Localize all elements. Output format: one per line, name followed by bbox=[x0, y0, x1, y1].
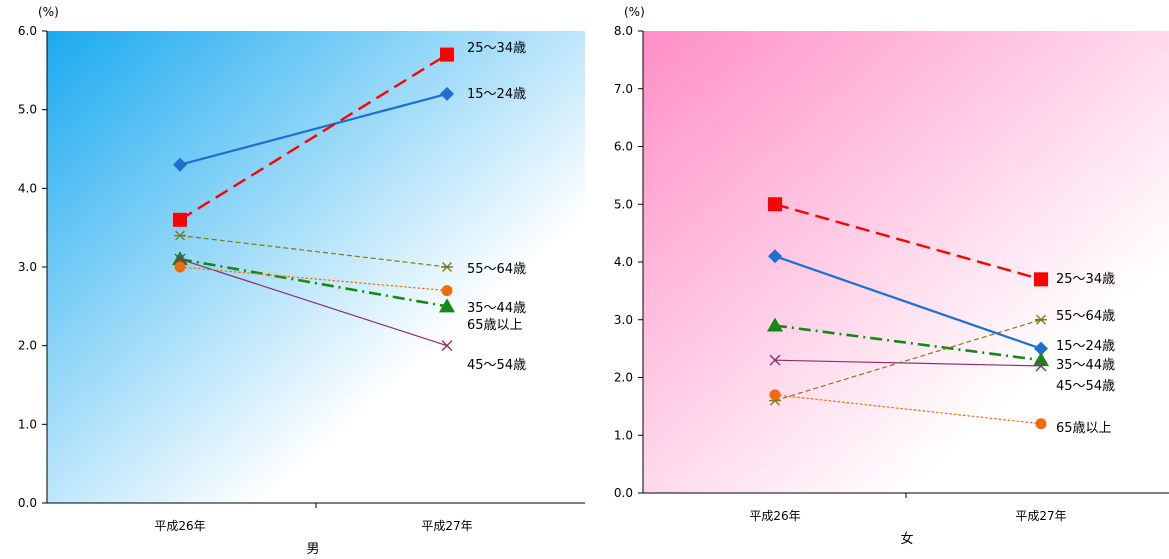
y-tick-label: 2.0 bbox=[614, 371, 633, 385]
x-marker bbox=[769, 354, 781, 366]
series-label: 65歳以上 bbox=[1056, 421, 1112, 436]
series-label: 15〜24歳 bbox=[467, 87, 526, 102]
series-label: 25〜34歳 bbox=[1056, 272, 1115, 287]
y-tick-label: 7.0 bbox=[614, 82, 633, 96]
series-label: 45〜54歳 bbox=[1056, 379, 1115, 394]
x-marker bbox=[1035, 360, 1047, 372]
y-tick-label: 5.0 bbox=[614, 197, 633, 211]
x-marker bbox=[441, 340, 453, 352]
series-label: 15〜24歳 bbox=[1056, 339, 1115, 354]
series-line bbox=[774, 255, 1042, 350]
series-line bbox=[179, 53, 448, 221]
y-tick-label: 6.0 bbox=[18, 24, 37, 38]
series-label: 55〜64歳 bbox=[1056, 309, 1115, 324]
y-tick-label: 8.0 bbox=[614, 24, 633, 38]
square-marker bbox=[1034, 272, 1048, 287]
y-unit-label: (%) bbox=[624, 5, 645, 19]
circle-marker bbox=[174, 261, 186, 273]
diamond-marker bbox=[440, 86, 454, 101]
series-line bbox=[179, 234, 448, 268]
x-tick-label: 平成26年 bbox=[154, 519, 205, 533]
diamond-marker bbox=[768, 249, 782, 264]
series-line bbox=[774, 203, 1042, 281]
series-labels: 15〜24歳 25〜34歳 35〜44歳 45〜54歳 55〜64歳 65歳以上 bbox=[1056, 272, 1115, 436]
series-layer bbox=[767, 197, 1049, 430]
square-marker bbox=[768, 197, 782, 212]
y-tick-label: 3.0 bbox=[614, 313, 633, 327]
triangle-marker bbox=[172, 251, 188, 266]
x-tick-label: 平成27年 bbox=[1015, 509, 1066, 523]
series-line bbox=[774, 319, 1042, 402]
y-tick-label: 2.0 bbox=[18, 339, 37, 353]
plot-background bbox=[47, 31, 585, 503]
x-tick-label: 平成27年 bbox=[421, 519, 472, 533]
y-tick-label: 4.0 bbox=[18, 181, 37, 195]
series-label: 65歳以上 bbox=[467, 318, 523, 333]
chart-panel-female: 0.0 1.0 2.0 3.0 4.0 5.0 6.0 7.0 8.0 15〜24歳 25〜34歳… bbox=[614, 5, 1169, 547]
triangle-marker bbox=[439, 298, 455, 313]
star-marker bbox=[1035, 314, 1047, 325]
circle-marker bbox=[441, 285, 453, 297]
series-label: 55〜64歳 bbox=[467, 262, 526, 277]
series-label: 35〜44歳 bbox=[467, 301, 526, 316]
diamond-marker bbox=[1034, 341, 1048, 356]
y-tick-label: 0.0 bbox=[614, 486, 633, 500]
circle-marker bbox=[769, 389, 781, 401]
chart-panel-male: 0.0 1.0 2.0 3.0 4.0 5.0 6.0 15〜24歳 25〜34歳 35〜44歳… bbox=[18, 5, 585, 557]
x-axis-label: 男 bbox=[306, 542, 319, 557]
series-line bbox=[774, 359, 1042, 367]
series-line bbox=[774, 394, 1042, 425]
plot-background bbox=[643, 31, 1169, 493]
y-tick-label: 4.0 bbox=[614, 255, 633, 269]
star-marker bbox=[441, 262, 453, 272]
y-tick-label: 5.0 bbox=[18, 103, 37, 117]
series-labels: 15〜24歳 25〜34歳 35〜44歳 65歳以上 45〜54歳 55〜64歳 bbox=[467, 41, 526, 373]
y-tick-label: 3.0 bbox=[18, 260, 37, 274]
y-tick-label: 0.0 bbox=[18, 496, 37, 510]
series-line bbox=[179, 258, 448, 347]
diamond-marker bbox=[173, 157, 187, 172]
circle-marker bbox=[1035, 418, 1047, 430]
series-line bbox=[774, 324, 1042, 362]
x-marker bbox=[174, 253, 186, 265]
y-unit-label: (%) bbox=[38, 5, 59, 19]
series-line bbox=[179, 92, 448, 166]
y-tick-label: 6.0 bbox=[614, 140, 633, 154]
x-axis-label: 女 bbox=[900, 531, 913, 547]
series-label: 35〜44歳 bbox=[1056, 358, 1115, 373]
square-marker bbox=[173, 212, 187, 227]
y-tick-label: 1.0 bbox=[614, 428, 633, 442]
square-marker bbox=[440, 47, 454, 62]
series-line bbox=[179, 257, 448, 308]
y-tick-label: 1.0 bbox=[18, 417, 37, 431]
x-tick-label: 平成26年 bbox=[749, 509, 800, 523]
triangle-marker bbox=[767, 317, 783, 332]
star-marker bbox=[174, 230, 186, 241]
series-label: 25〜34歳 bbox=[467, 41, 526, 56]
series-layer bbox=[172, 47, 455, 352]
series-label: 45〜54歳 bbox=[467, 358, 526, 373]
